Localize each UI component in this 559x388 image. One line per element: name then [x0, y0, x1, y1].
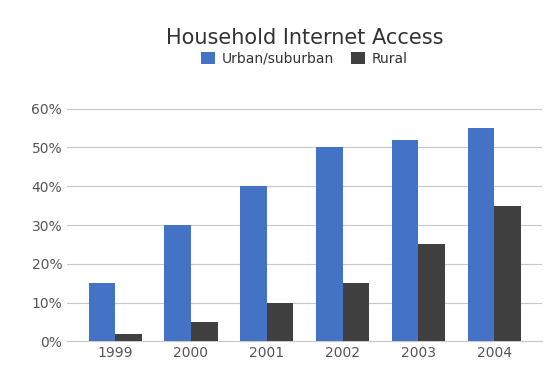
- Bar: [392, 140, 418, 341]
- Bar: [164, 225, 191, 341]
- Bar: [240, 186, 267, 341]
- Bar: [115, 334, 142, 341]
- Title: Household Internet Access: Household Internet Access: [166, 28, 443, 48]
- Bar: [467, 128, 494, 341]
- Bar: [191, 322, 217, 341]
- Bar: [418, 244, 445, 341]
- Bar: [343, 283, 369, 341]
- Bar: [316, 147, 343, 341]
- Bar: [89, 283, 115, 341]
- Legend: Urban/suburban, Rural: Urban/suburban, Rural: [196, 46, 414, 71]
- Bar: [494, 206, 520, 341]
- Bar: [267, 303, 293, 341]
